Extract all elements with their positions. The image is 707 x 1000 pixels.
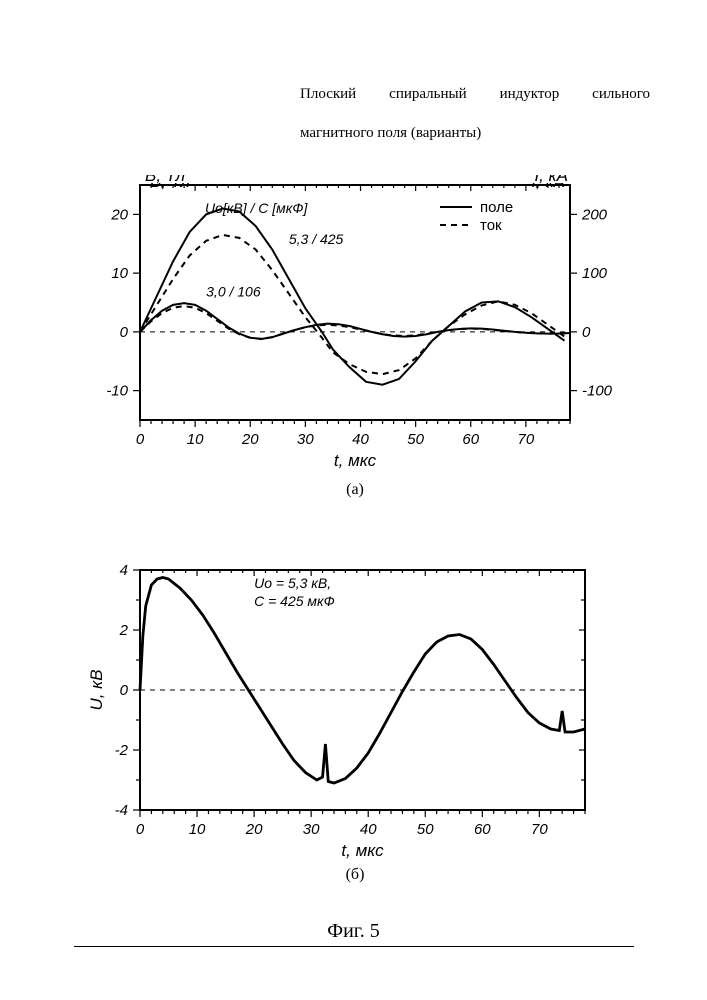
title-line-1: Плоский спиральный индуктор сильного [300,75,650,114]
svg-text:-4: -4 [115,802,128,819]
svg-text:Uо = 5,3 кВ,: Uо = 5,3 кВ, [254,575,331,591]
svg-text:200: 200 [581,206,608,223]
svg-text:C = 425 мкФ: C = 425 мкФ [254,593,335,609]
svg-text:60: 60 [474,821,491,838]
svg-text:-2: -2 [115,742,129,759]
chart-a-sublabel: (а) [85,481,625,499]
svg-text:U, кВ: U, кВ [87,669,106,710]
svg-text:70: 70 [518,431,535,448]
svg-text:70: 70 [531,821,548,838]
svg-text:0: 0 [136,821,145,838]
svg-text:20: 20 [245,821,263,838]
svg-text:50: 50 [417,821,434,838]
svg-text:4: 4 [120,562,128,579]
figure-caption-text: Фиг. 5 [327,920,379,942]
svg-text:30: 30 [297,431,314,448]
svg-text:10: 10 [111,265,128,282]
chart-a-svg: 010203040506070-1001020-1000100200t, мкс… [85,175,625,475]
svg-text:40: 40 [360,821,377,838]
document-title: Плоский спиральный индуктор сильного маг… [300,75,650,153]
svg-text:20: 20 [110,206,128,223]
svg-text:Uо[кВ] / C [мкФ]: Uо[кВ] / C [мкФ] [205,200,309,216]
title-line-2: магнитного поля (варианты) [300,114,650,153]
svg-text:0: 0 [120,682,129,699]
svg-text:50: 50 [407,431,424,448]
svg-text:t, мкс: t, мкс [334,451,377,470]
svg-text:3,0 / 106: 3,0 / 106 [206,284,261,300]
chart-a: 010203040506070-1001020-1000100200t, мкс… [85,175,625,499]
svg-text:5,3 / 425: 5,3 / 425 [289,231,344,247]
page: Плоский спиральный индуктор сильного маг… [0,0,707,1000]
svg-text:I, кА: I, кА [534,175,568,185]
svg-text:100: 100 [582,265,608,282]
svg-text:ток: ток [480,217,502,234]
svg-text:2: 2 [119,622,129,639]
svg-text:10: 10 [189,821,206,838]
svg-text:60: 60 [462,431,479,448]
svg-text:t, мкс: t, мкс [341,841,384,860]
svg-text:10: 10 [187,431,204,448]
svg-text:поле: поле [480,199,513,216]
chart-b-svg: 0 10 20 30 40 50 60 70 -4 -2 0 2 4 t, мкс U, кВ Uо = 5,… [85,560,625,860]
svg-text:30: 30 [303,821,320,838]
chart-b: 0 10 20 30 40 50 60 70 -4 -2 0 2 4 t, мкс U, кВ Uо = 5,… [85,560,625,884]
svg-text:40: 40 [352,431,369,448]
figure-underline [74,946,634,947]
svg-text:-10: -10 [106,383,128,400]
svg-text:0: 0 [582,324,591,341]
svg-text:0: 0 [120,324,129,341]
svg-text:B, Тл: B, Тл [145,175,186,185]
svg-text:-100: -100 [582,383,613,400]
svg-text:20: 20 [241,431,259,448]
chart-b-sublabel: (б) [85,866,625,884]
figure-caption: Фиг. 5 [0,920,707,947]
svg-text:0: 0 [136,431,145,448]
